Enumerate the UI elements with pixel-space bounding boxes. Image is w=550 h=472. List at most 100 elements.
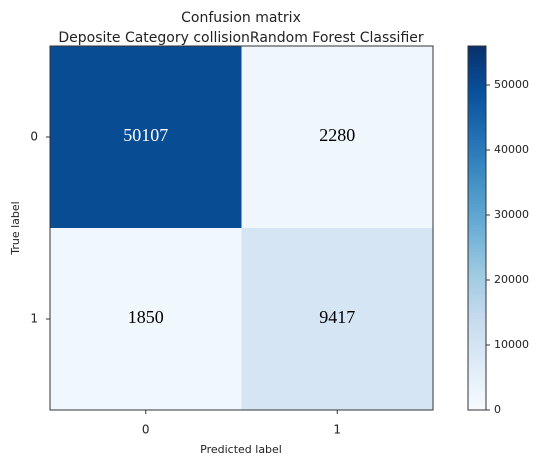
colorbar-tick-label: 10000 [494, 338, 529, 351]
colorbar-segment [468, 103, 486, 108]
colorbar-segment [468, 291, 486, 296]
colorbar-segment [468, 343, 486, 347]
colorbar-segment [468, 264, 486, 269]
colorbar-segment [468, 331, 486, 335]
colorbar-segment [468, 258, 486, 262]
colorbar-segment [468, 206, 486, 211]
colorbar-segment [468, 231, 486, 235]
colorbar-segment [468, 367, 486, 372]
colorbar-segment [468, 176, 486, 181]
colorbar-segment [468, 52, 486, 56]
colorbar-segment [468, 246, 486, 250]
colorbar-segment [468, 118, 486, 123]
colorbar-segment [468, 212, 486, 217]
colorbar-segment [468, 100, 486, 105]
colorbar-segment [468, 200, 486, 205]
colorbar-tick-label: 40000 [494, 143, 529, 156]
colorbar-segment [468, 406, 486, 411]
colorbar-segment [468, 361, 486, 366]
colorbar-segment [468, 197, 486, 202]
colorbar-segment [468, 294, 486, 299]
colorbar-segment [468, 312, 486, 317]
cell-label: 50107 [123, 125, 168, 145]
colorbar-segment [468, 61, 486, 65]
colorbar-segment [468, 140, 486, 144]
colorbar-segment [468, 322, 486, 326]
colorbar-segment [468, 273, 486, 278]
x-tick-label: 0 [142, 423, 150, 437]
colorbar-segment [468, 297, 486, 302]
colorbar-segment [468, 224, 486, 229]
colorbar-segment [468, 261, 486, 265]
colorbar-segment [468, 391, 486, 396]
heatmap-cell [50, 46, 242, 228]
colorbar-segment [468, 373, 486, 378]
colorbar-segment [468, 130, 486, 135]
colorbar-segment [468, 179, 486, 184]
colorbar-segment [468, 167, 486, 171]
colorbar-segment [468, 300, 486, 305]
colorbar-segment [468, 382, 486, 387]
colorbar-segment [468, 252, 486, 256]
plot-frame [49, 45, 434, 411]
colorbar-segment [468, 358, 486, 363]
colorbar-segment [468, 121, 486, 126]
x-tick-label: 1 [333, 423, 341, 437]
colorbar-segment [468, 403, 486, 408]
colorbar-segment [468, 288, 486, 293]
colorbar-segment [468, 385, 486, 390]
colorbar-segment [468, 303, 486, 308]
colorbar-segment [468, 388, 486, 393]
colorbar-segment [468, 315, 486, 320]
heatmap-cell [50, 228, 242, 410]
colorbar-segment [468, 79, 486, 83]
colorbar-segment [468, 94, 486, 99]
colorbar-segment [468, 46, 486, 50]
colorbar-segment [468, 276, 486, 281]
colorbar-segment [468, 282, 486, 287]
colorbar-segment [468, 349, 486, 353]
colorbar-segment [468, 270, 486, 275]
colorbar-segment [468, 279, 486, 284]
colorbar-segment [468, 337, 486, 341]
colorbar-segment [468, 164, 486, 168]
colorbar-segment [468, 173, 486, 178]
colorbar-segment [468, 109, 486, 114]
colorbar-segment [468, 70, 486, 74]
colorbar-segment [468, 319, 486, 323]
colorbar-segment [468, 364, 486, 369]
cell-label: 9417 [319, 307, 355, 327]
cell-label: 2280 [319, 125, 355, 145]
colorbar-segment [468, 249, 486, 253]
colorbar-frame [467, 45, 487, 411]
colorbar-segment [468, 155, 486, 159]
colorbar-segment [468, 400, 486, 405]
colorbar-segment [468, 334, 486, 338]
colorbar-segment [468, 379, 486, 384]
colorbar-segment [468, 115, 486, 120]
colorbar-segment [468, 221, 486, 226]
y-tick-label: 1 [30, 312, 38, 326]
colorbar-segment [468, 49, 486, 53]
colorbar-segment [468, 325, 486, 329]
colorbar-segment [468, 240, 486, 244]
heatmap-cell [241, 228, 433, 410]
colorbar-segment [468, 306, 486, 311]
colorbar-segment [468, 85, 486, 90]
colorbar-segment [468, 194, 486, 199]
colorbar-segment [468, 112, 486, 117]
colorbar-segment [468, 158, 486, 162]
colorbar-segment [468, 73, 486, 77]
colorbar-segment [468, 309, 486, 314]
colorbar-segment [468, 352, 486, 356]
cell-label: 1850 [128, 307, 164, 327]
chart-subtitle: Deposite Category collisionRandom Forest… [58, 30, 424, 46]
colorbar-segment [468, 67, 486, 71]
colorbar-segment [468, 355, 486, 360]
colorbar-segment [468, 55, 486, 59]
colorbar-segment [468, 106, 486, 111]
colorbar-segment [468, 203, 486, 208]
colorbar-segment [468, 370, 486, 375]
colorbar-segment [468, 188, 486, 193]
colorbar-segment [468, 146, 486, 150]
